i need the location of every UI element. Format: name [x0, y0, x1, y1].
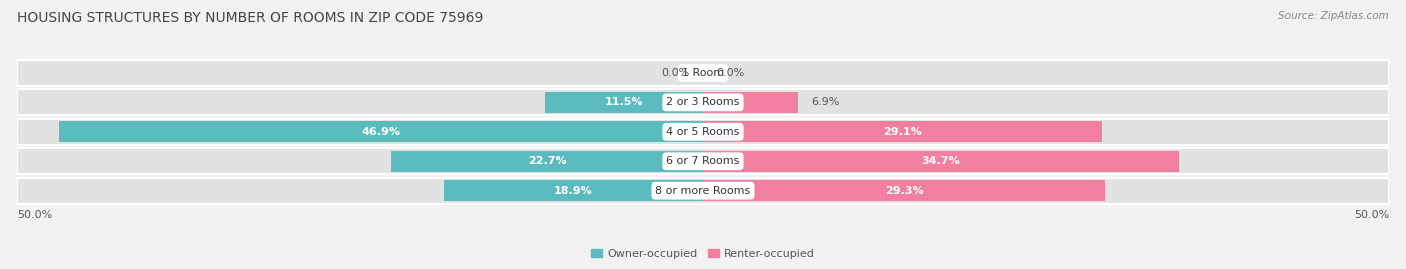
Text: 2 or 3 Rooms: 2 or 3 Rooms — [666, 97, 740, 107]
Bar — [17, 178, 1389, 204]
Text: 0.0%: 0.0% — [717, 68, 745, 78]
Bar — [444, 180, 703, 201]
Bar — [546, 92, 703, 113]
Text: 6 or 7 Rooms: 6 or 7 Rooms — [666, 156, 740, 166]
Legend: Owner-occupied, Renter-occupied: Owner-occupied, Renter-occupied — [592, 249, 814, 259]
Bar — [703, 121, 1102, 142]
Text: 34.7%: 34.7% — [922, 156, 960, 166]
Bar — [703, 151, 1180, 172]
Text: Source: ZipAtlas.com: Source: ZipAtlas.com — [1278, 11, 1389, 21]
Text: 50.0%: 50.0% — [1354, 210, 1389, 220]
Text: 29.1%: 29.1% — [883, 127, 922, 137]
Text: 4 or 5 Rooms: 4 or 5 Rooms — [666, 127, 740, 137]
Bar — [59, 121, 703, 142]
Text: HOUSING STRUCTURES BY NUMBER OF ROOMS IN ZIP CODE 75969: HOUSING STRUCTURES BY NUMBER OF ROOMS IN… — [17, 11, 484, 25]
Text: 8 or more Rooms: 8 or more Rooms — [655, 186, 751, 196]
Text: 1 Room: 1 Room — [682, 68, 724, 78]
Text: 29.3%: 29.3% — [884, 186, 924, 196]
Text: 6.9%: 6.9% — [811, 97, 839, 107]
Text: 18.9%: 18.9% — [554, 186, 593, 196]
Bar — [17, 89, 1389, 115]
Bar — [703, 92, 797, 113]
Bar — [391, 151, 703, 172]
Text: 50.0%: 50.0% — [17, 210, 52, 220]
Text: 46.9%: 46.9% — [361, 127, 401, 137]
Text: 22.7%: 22.7% — [527, 156, 567, 166]
Bar — [17, 119, 1389, 145]
Text: 0.0%: 0.0% — [661, 68, 689, 78]
Bar — [17, 148, 1389, 174]
Bar — [703, 180, 1105, 201]
Text: 11.5%: 11.5% — [605, 97, 644, 107]
Bar — [17, 60, 1389, 86]
